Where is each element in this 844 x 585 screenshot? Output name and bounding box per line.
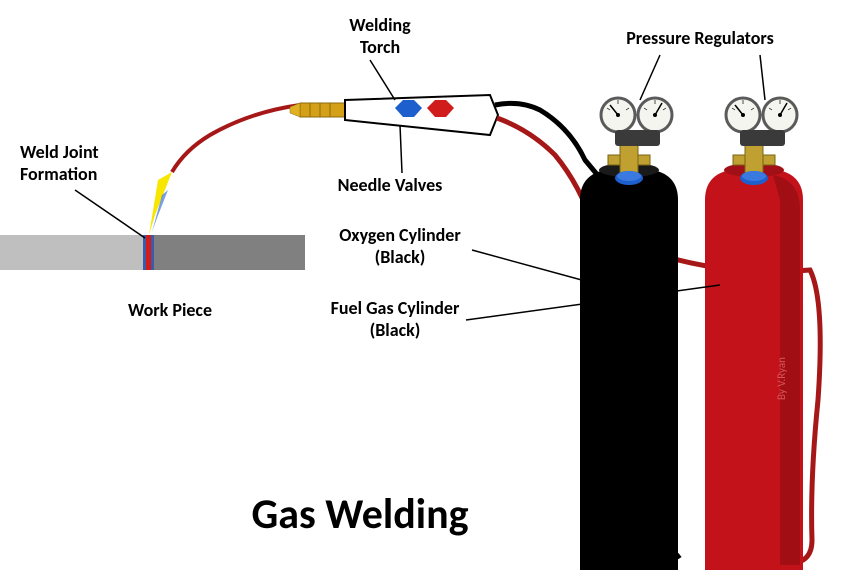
needle-valves-label: Needle Valves — [315, 175, 465, 197]
oxygen-cylinder — [580, 145, 678, 570]
weld-joint-formation-label: Weld JointFormation — [20, 142, 140, 185]
torch-tip — [290, 103, 345, 117]
svg-text:By V.Ryan: By V.Ryan — [775, 357, 788, 400]
oxygen-cylinder-label: Oxygen Cylinder(Black) — [320, 225, 480, 268]
regulator-left — [601, 98, 672, 146]
torch-body — [345, 95, 498, 135]
work-piece-label: Work Piece — [110, 300, 230, 322]
fuel-gas-cylinder-label: Fuel Gas Cylinder(Black) — [310, 298, 480, 341]
diagram-title: Gas Welding — [180, 490, 540, 540]
pressure-regulators-label: Pressure Regulators — [600, 28, 800, 50]
fuel-gas-cylinder: By V.Ryan — [705, 145, 803, 570]
regulator-right — [726, 98, 797, 146]
flame — [149, 172, 172, 235]
workpiece — [0, 235, 305, 270]
welding-torch-label: WeldingTorch — [320, 15, 440, 58]
